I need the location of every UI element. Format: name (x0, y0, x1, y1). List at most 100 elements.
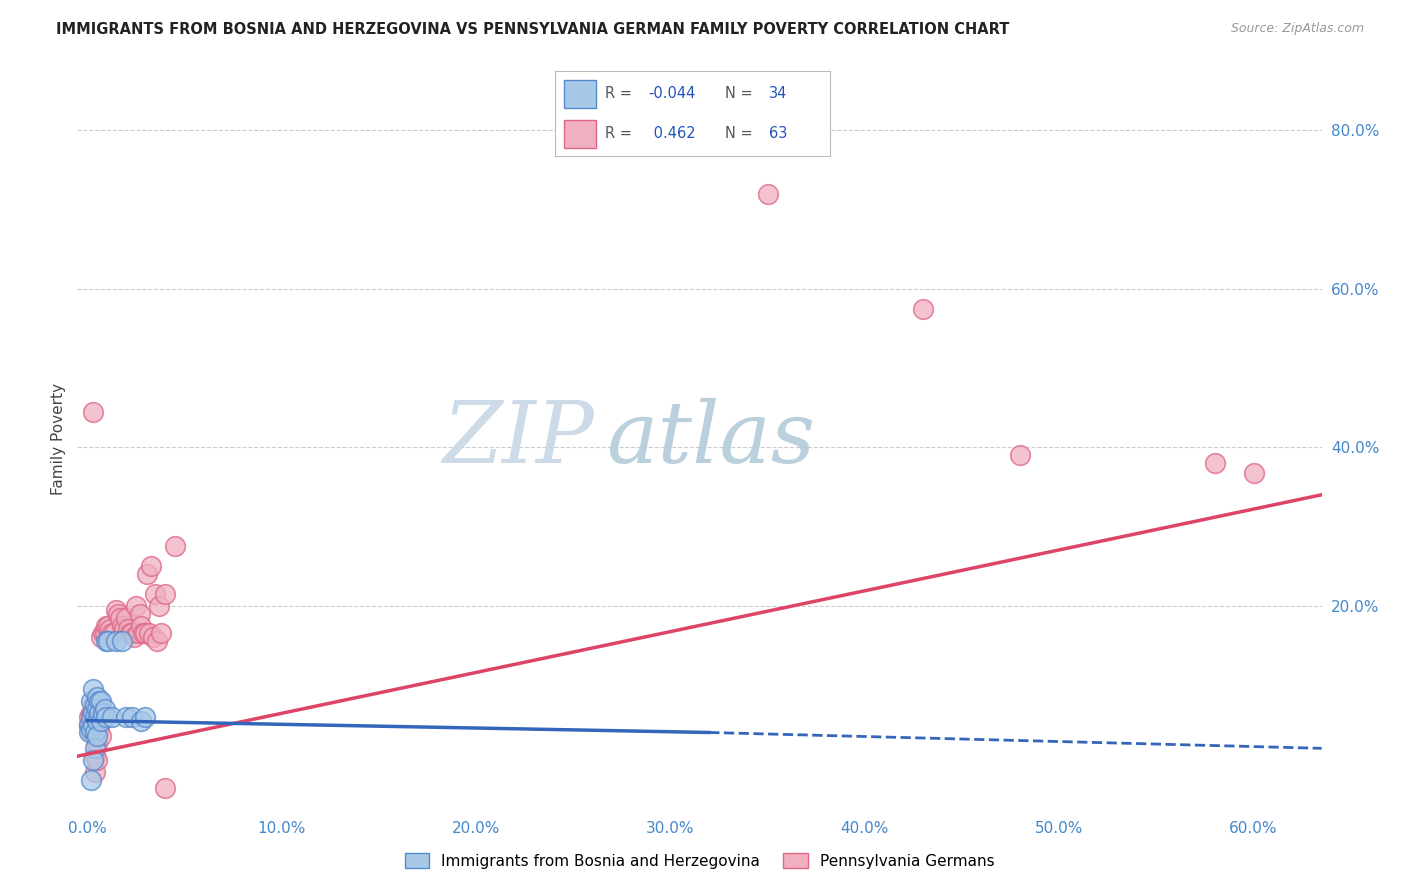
Point (141, 559, 163, 574)
Bar (564, 120, 596, 147)
Point (90, 730, 112, 744)
Point (93, 626, 115, 640)
Point (107, 607, 129, 621)
Bar (564, 80, 596, 108)
Point (131, 714, 153, 728)
Point (127, 626, 149, 640)
Point (93, 702, 115, 716)
Text: R =: R = (605, 126, 641, 141)
Text: IMMIGRANTS FROM BOSNIA AND HERZEGOVINA VS PENNSYLVANIA GERMAN FAMILY POVERTY COR: IMMIGRANTS FROM BOSNIA AND HERZEGOVINA V… (56, 22, 1010, 37)
Text: 63: 63 (769, 126, 787, 141)
Point (115, 610, 138, 624)
Point (86, 709, 108, 723)
Point (82, 706, 104, 720)
Text: -0.044: -0.044 (648, 87, 696, 102)
Point (149, 626, 172, 640)
Point (121, 709, 143, 723)
Point (756, 186, 779, 201)
Point (90, 714, 112, 728)
Point (134, 709, 156, 723)
Point (80, 725, 103, 739)
Point (121, 626, 143, 640)
Point (82, 714, 104, 728)
Point (77, 717, 100, 731)
Text: N =: N = (725, 87, 758, 102)
Point (136, 567, 159, 582)
Point (82, 753, 104, 767)
Point (82, 698, 104, 712)
Text: atlas: atlas (606, 398, 815, 481)
Text: N =: N = (725, 126, 758, 141)
Point (83, 725, 105, 739)
Point (1243, 466, 1265, 480)
Point (82, 725, 104, 739)
Point (105, 634, 128, 648)
Point (103, 626, 125, 640)
Text: Source: ZipAtlas.com: Source: ZipAtlas.com (1230, 22, 1364, 36)
Point (87, 706, 110, 720)
Point (82, 404, 104, 418)
Point (83, 765, 105, 780)
Point (87, 722, 110, 736)
Point (105, 602, 128, 616)
Point (163, 539, 186, 553)
Point (86, 722, 108, 736)
Point (142, 631, 165, 645)
Point (128, 607, 150, 621)
Point (83, 709, 105, 723)
Point (138, 626, 160, 640)
Point (143, 587, 166, 601)
Point (86, 702, 108, 716)
Point (112, 623, 135, 637)
Point (83, 717, 105, 731)
Point (86, 690, 108, 704)
Point (91, 709, 114, 723)
Point (118, 626, 141, 640)
Point (83, 698, 105, 712)
Point (77, 725, 100, 739)
Point (90, 709, 112, 723)
Point (80, 772, 103, 787)
Point (83, 709, 105, 723)
Point (80, 706, 103, 720)
Point (91, 626, 114, 640)
Point (83, 730, 105, 744)
Point (83, 741, 105, 756)
Point (131, 618, 153, 632)
Point (148, 599, 170, 613)
Point (117, 623, 139, 637)
Point (108, 610, 131, 624)
Point (97, 634, 120, 648)
Point (86, 753, 108, 767)
Point (115, 709, 138, 723)
Point (146, 634, 169, 648)
Point (86, 714, 108, 728)
Point (100, 623, 122, 637)
Point (87, 694, 110, 708)
Point (1010, 448, 1032, 462)
Point (80, 714, 103, 728)
Point (80, 709, 103, 723)
Point (90, 631, 112, 645)
Point (82, 717, 104, 731)
Point (1204, 456, 1226, 470)
Legend: Immigrants from Bosnia and Herzegovina, Pennsylvania Germans: Immigrants from Bosnia and Herzegovina, … (398, 847, 1001, 875)
Point (86, 737, 108, 751)
Point (80, 722, 103, 736)
Point (97, 618, 120, 632)
Point (82, 681, 104, 696)
Point (134, 626, 156, 640)
Point (80, 694, 103, 708)
Point (83, 749, 105, 764)
Point (111, 618, 134, 632)
Point (153, 780, 176, 795)
Text: ZIP: ZIP (441, 398, 593, 481)
Point (90, 694, 112, 708)
Point (96, 618, 118, 632)
Point (912, 301, 935, 316)
Point (153, 587, 176, 601)
Point (132, 626, 155, 640)
Point (87, 709, 110, 723)
Point (122, 631, 145, 645)
Text: 0.462: 0.462 (648, 126, 695, 141)
